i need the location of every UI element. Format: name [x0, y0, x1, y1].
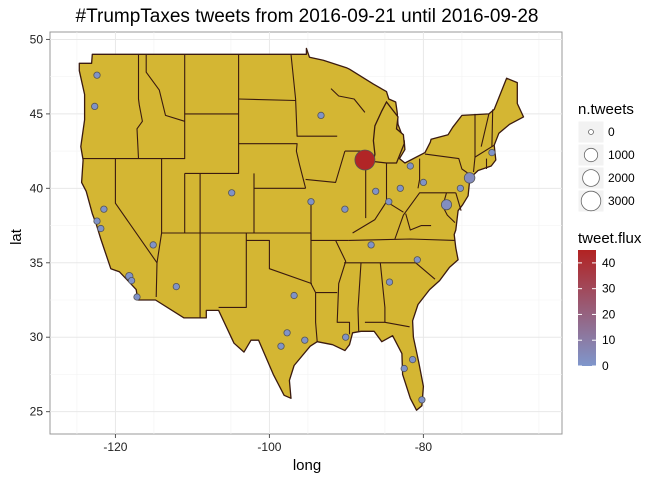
- tweet-point: [419, 178, 427, 186]
- state-border: [330, 88, 366, 113]
- tweet-point: [456, 184, 464, 192]
- tweet-point: [100, 205, 108, 213]
- size-legend-circle: [588, 129, 594, 135]
- state-border: [357, 262, 362, 332]
- state-border: [155, 158, 163, 298]
- y-tick-label: 25: [30, 405, 44, 419]
- state-border: [184, 113, 240, 174]
- tweet-point: [367, 241, 375, 249]
- state-border: [455, 192, 462, 211]
- y-axis-label: lat: [8, 228, 25, 245]
- y-tick-label: 35: [30, 256, 44, 270]
- state-border: [83, 54, 186, 160]
- y-tick-label: 40: [30, 181, 44, 195]
- state-border: [218, 233, 247, 308]
- tweet-point: [277, 342, 285, 350]
- size-legend-label: 0: [608, 125, 615, 139]
- tweet-point: [463, 172, 476, 184]
- chart-title: #TrumpTaxes tweets from 2016-09-21 until…: [76, 6, 539, 27]
- tweet-point: [372, 187, 380, 195]
- size-legend-circle: [580, 190, 602, 212]
- tweet-point: [301, 336, 309, 344]
- state-border: [394, 192, 456, 240]
- state-border: [114, 158, 158, 264]
- tweet-point: [406, 162, 414, 170]
- plot-panel: [49, 31, 563, 435]
- y-tick-label: 50: [30, 32, 44, 46]
- tweet-point: [385, 278, 394, 286]
- tweet-point: [172, 282, 180, 291]
- state-border: [136, 54, 143, 159]
- tweet-point: [418, 396, 426, 404]
- size-legend-title: n.tweets: [578, 101, 634, 118]
- color-legend-label: 0: [602, 359, 609, 373]
- size-legend-circle: [582, 169, 600, 187]
- tweet-point: [341, 205, 349, 213]
- size-legend: n.tweets 0 1000 2000 3000: [577, 101, 635, 213]
- tweet-point: [290, 291, 298, 300]
- x-axis-label: long: [293, 457, 321, 474]
- tweet-point: [93, 217, 101, 225]
- tweet-point: [93, 71, 101, 79]
- state-border: [474, 144, 495, 158]
- tweet-point: [354, 149, 376, 171]
- state-border: [417, 158, 421, 189]
- state-border: [305, 150, 346, 183]
- x-tick-label: -120: [103, 440, 127, 454]
- tweet-point: [91, 102, 99, 111]
- tweet-point: [488, 149, 496, 157]
- tweet-point: [317, 111, 325, 120]
- us-map-outline: [78, 47, 525, 411]
- state-border: [246, 239, 312, 285]
- tweet-point: [413, 256, 421, 264]
- tweet-point: [408, 355, 417, 364]
- state-border: [145, 54, 185, 122]
- x-tick-label: -80: [415, 440, 433, 454]
- michigan-peninsula: [372, 100, 405, 164]
- tweet-point: [385, 198, 393, 206]
- tweet-point: [342, 333, 350, 341]
- color-legend-label: 10: [602, 333, 616, 347]
- size-legend-label: 2000: [608, 171, 635, 185]
- y-tick-label: 30: [30, 330, 44, 344]
- tweet-point: [97, 224, 105, 233]
- tweet-point: [396, 184, 404, 192]
- color-legend: tweet.flux 0 10 20 30 40: [578, 230, 642, 373]
- state-border: [480, 113, 490, 147]
- tweet-point: [228, 189, 236, 197]
- tweet-point: [133, 293, 141, 301]
- state-border: [384, 321, 410, 328]
- tweet-point: [128, 276, 136, 285]
- state-border: [238, 143, 307, 189]
- tweet-point: [307, 198, 315, 206]
- size-legend-circle: [583, 147, 599, 163]
- state-border: [491, 109, 494, 147]
- state-border: [348, 238, 456, 241]
- state-border: [290, 54, 338, 137]
- state-border: [442, 192, 456, 223]
- x-tick-label: -100: [257, 440, 281, 454]
- color-legend-label: 30: [602, 282, 616, 296]
- color-legend-label: 20: [602, 307, 616, 321]
- state-border: [405, 213, 432, 231]
- tweet-point: [149, 241, 157, 249]
- tweet-point: [440, 199, 452, 211]
- state-border: [364, 262, 386, 323]
- size-legend-label: 3000: [608, 194, 635, 208]
- color-legend-label: 40: [602, 256, 616, 270]
- color-legend-bar: [578, 250, 596, 366]
- tweet-point: [283, 329, 291, 337]
- tweet-point: [400, 364, 408, 373]
- state-border: [238, 98, 296, 102]
- state-border: [352, 201, 404, 234]
- color-legend-title: tweet.flux: [578, 230, 642, 247]
- size-legend-label: 1000: [608, 148, 635, 162]
- state-border: [335, 240, 351, 335]
- state-border: [424, 153, 471, 176]
- y-tick-label: 45: [30, 107, 44, 121]
